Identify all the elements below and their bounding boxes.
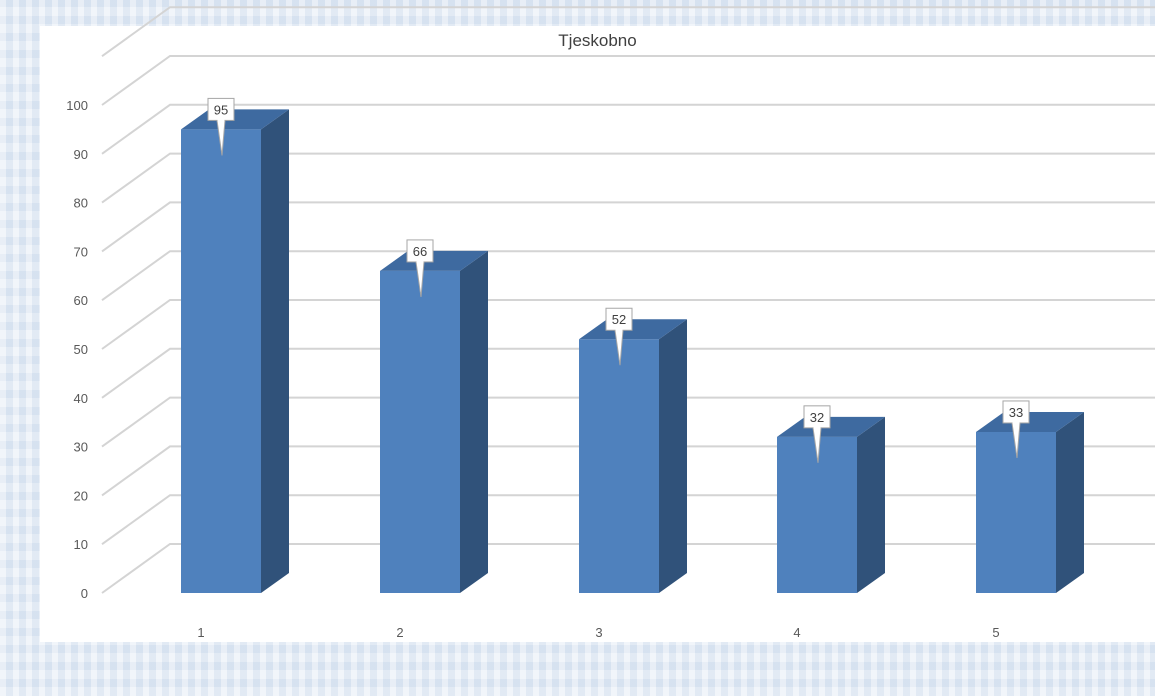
- y-tick-label: 0: [81, 586, 88, 601]
- x-tick-label: 3: [595, 625, 602, 640]
- gridline: [101, 152, 1155, 204]
- y-tick-label: 70: [74, 244, 88, 259]
- chart-title: Tjeskobno: [558, 31, 637, 50]
- data-label-joint: [813, 426, 821, 429]
- bar-side: [857, 416, 885, 593]
- x-tick-label: 4: [793, 625, 800, 640]
- data-label: 66: [413, 244, 427, 259]
- data-label-joint: [1012, 421, 1020, 424]
- bar-side: [659, 319, 687, 593]
- bar: [380, 270, 460, 593]
- bar: [181, 129, 261, 593]
- data-label: 52: [612, 312, 626, 327]
- gridline: [101, 55, 1155, 106]
- data-label: 32: [810, 410, 824, 425]
- data-label: 95: [214, 102, 228, 117]
- bar: [579, 339, 659, 593]
- y-tick-label: 10: [74, 537, 88, 552]
- gridline: [101, 103, 1155, 155]
- bar: [777, 436, 857, 593]
- gridline: [101, 299, 1155, 350]
- data-label-joint: [416, 260, 424, 263]
- gridline: [101, 201, 1155, 253]
- y-tick-label: 30: [74, 440, 88, 455]
- y-tick-label: 50: [74, 342, 88, 357]
- data-label-joint: [217, 119, 225, 122]
- x-tick-label: 2: [396, 625, 403, 640]
- bar-side: [261, 109, 289, 594]
- data-label-joint: [615, 329, 623, 332]
- y-tick-label: 90: [74, 147, 88, 162]
- gridline: [101, 396, 1155, 448]
- y-tick-label: 100: [66, 98, 88, 113]
- x-tick-label: 5: [992, 625, 999, 640]
- gridline: [101, 6, 1155, 58]
- bar-side: [460, 250, 488, 594]
- bar: [976, 431, 1056, 593]
- gridline: [101, 347, 1155, 399]
- y-tick-label: 40: [74, 391, 88, 406]
- y-tick-label: 20: [74, 488, 88, 503]
- y-tick-label: 60: [74, 293, 88, 308]
- gridline: [101, 250, 1155, 302]
- y-tick-label: 80: [74, 196, 88, 211]
- x-tick-label: 1: [197, 625, 204, 640]
- data-label: 33: [1009, 405, 1023, 420]
- bar-side: [1056, 411, 1084, 593]
